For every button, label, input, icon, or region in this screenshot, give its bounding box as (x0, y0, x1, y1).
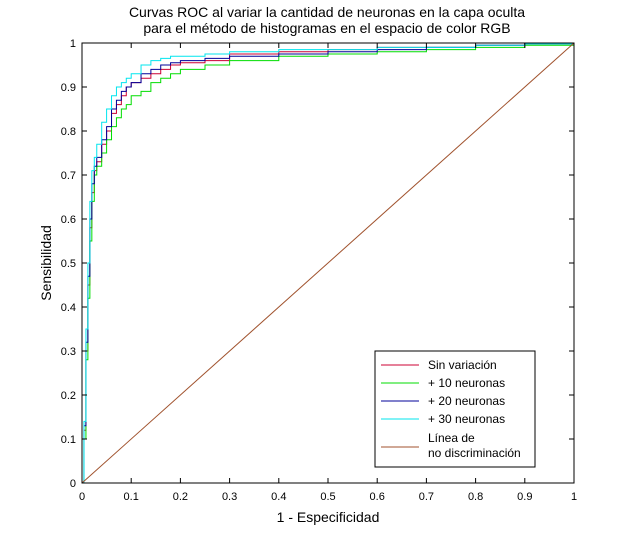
y-tick-label: 0.4 (61, 302, 76, 314)
legend-label-4-line-1: no discriminación (428, 446, 521, 460)
chart-title-line-2: para el método de histogramas en el espa… (143, 20, 510, 36)
legend-label-0: Sin variación (428, 358, 497, 372)
series-layer (81, 42, 575, 484)
legend-label-4-line-0: Línea de (428, 431, 475, 445)
series-line-3 (82, 43, 575, 484)
y-tick-label: 0.9 (61, 82, 76, 94)
x-axis-label: 1 - Especificidad (277, 509, 380, 525)
y-tick-label: 0.2 (61, 390, 76, 402)
x-tick-label: 0.8 (468, 491, 483, 503)
y-tick-label: 0.7 (61, 170, 76, 182)
x-tick-label: 0.9 (517, 491, 532, 503)
series-line-4 (81, 42, 575, 484)
chart-title-line-1: Curvas ROC al variar la cantidad de neur… (129, 4, 525, 20)
x-tick-label: 0.6 (370, 491, 385, 503)
legend-box (374, 350, 536, 468)
y-tick-label: 0.6 (61, 214, 76, 226)
x-tick-label: 0.1 (124, 491, 139, 503)
y-tick-label: 0.3 (61, 346, 76, 358)
x-tick-label: 0.5 (320, 491, 335, 503)
y-tick-label: 1 (70, 38, 76, 50)
y-tick-label: 0.5 (61, 258, 76, 270)
x-tick-label: 0.3 (222, 491, 237, 503)
x-tick-label: 0.4 (271, 491, 286, 503)
series-line-1 (82, 43, 575, 484)
series-line-2 (82, 43, 575, 484)
x-tick-label: 0 (79, 491, 85, 503)
y-tick-label: 0.8 (61, 126, 76, 138)
y-tick-label: 0 (70, 478, 76, 490)
legend-label-3: + 30 neuronas (428, 412, 505, 426)
legend-items: Sin variación + 10 neuronas + 20 neuronas +… (381, 358, 521, 460)
legend-label-1: + 10 neuronas (428, 376, 505, 390)
y-tick-label: 0.1 (61, 434, 76, 446)
x-tick-label: 1 (571, 491, 577, 503)
legend-label-2: + 20 neuronas (428, 394, 505, 408)
x-tick-label: 0.7 (419, 491, 434, 503)
x-tick-label: 0.2 (173, 491, 188, 503)
y-axis-label: Sensibilidad (38, 225, 54, 301)
legend: Sin variación + 10 neuronas + 20 neuronas +… (374, 350, 536, 468)
tick-layer: 0 0.1 0.2 0.3 0.4 0.5 0.6 0.7 0.8 0.9 1 0 0.1 0.2 0.3 0… (61, 38, 577, 503)
